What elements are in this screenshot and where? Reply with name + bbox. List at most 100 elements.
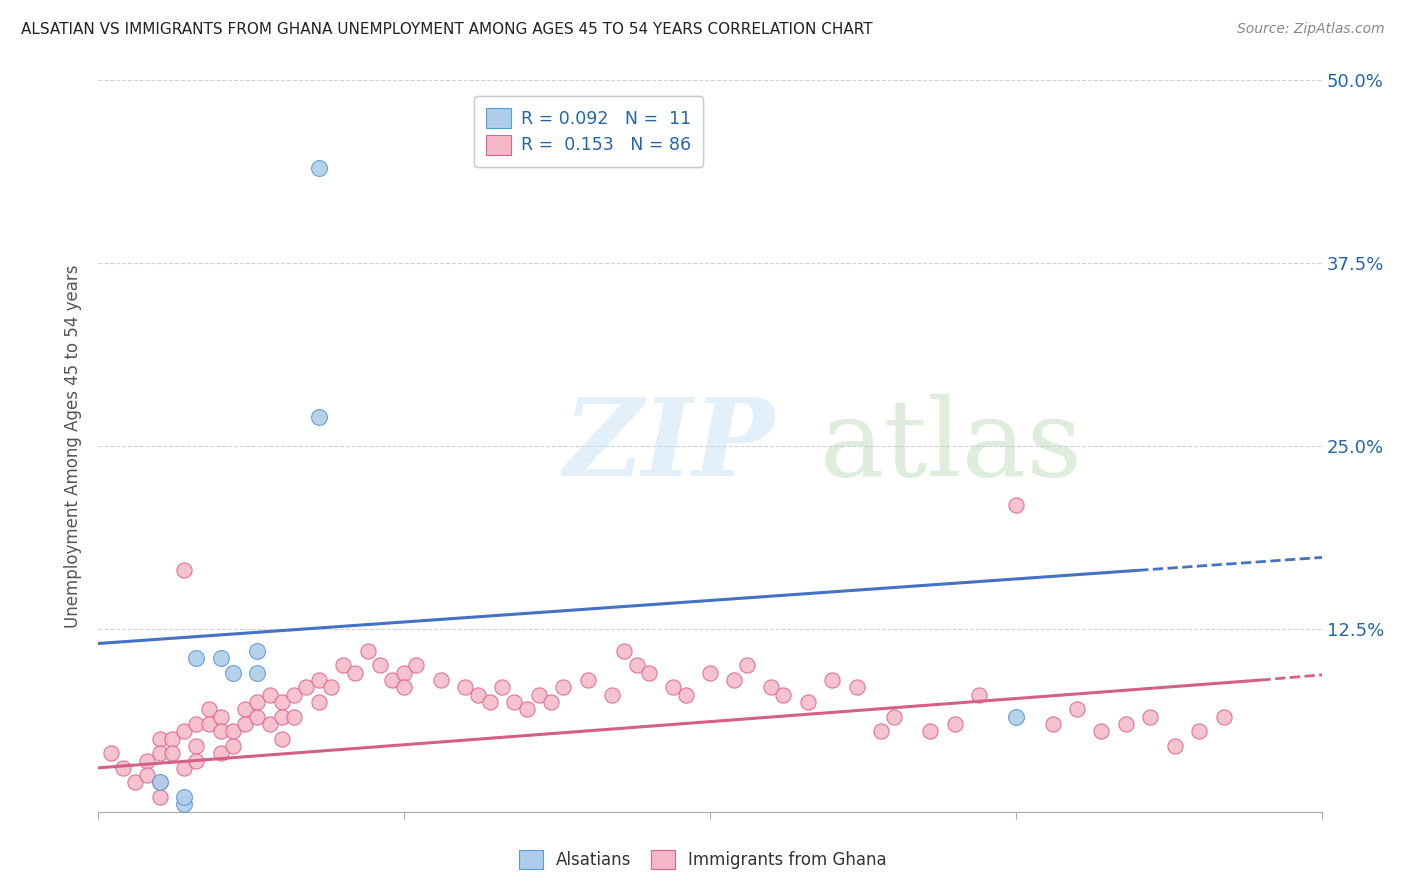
Point: [638, 665, 661, 680]
Point: [308, 673, 330, 687]
Point: [553, 681, 575, 695]
Point: [173, 563, 195, 577]
Point: [870, 724, 893, 739]
Point: [308, 695, 330, 709]
Point: [209, 746, 232, 760]
Text: ALSATIAN VS IMMIGRANTS FROM GHANA UNEMPLOYMENT AMONG AGES 45 TO 54 YEARS CORRELA: ALSATIAN VS IMMIGRANTS FROM GHANA UNEMPL…: [21, 22, 873, 37]
Point: [967, 688, 990, 702]
Point: [222, 739, 245, 753]
Point: [246, 709, 269, 723]
Point: [1090, 724, 1112, 739]
Point: [368, 658, 391, 673]
Point: [295, 681, 318, 695]
Point: [613, 644, 636, 658]
Point: [173, 761, 195, 775]
Point: [540, 695, 562, 709]
Text: atlas: atlas: [820, 393, 1083, 499]
Point: [149, 775, 172, 789]
Point: [111, 761, 134, 775]
Point: [772, 688, 794, 702]
Point: [1066, 702, 1088, 716]
Point: [270, 709, 294, 723]
Point: [576, 673, 599, 687]
Point: [478, 695, 501, 709]
Point: [233, 702, 256, 716]
Point: [332, 658, 354, 673]
Point: [723, 673, 745, 687]
Point: [149, 731, 172, 746]
Point: [821, 673, 844, 687]
Point: [1139, 709, 1161, 723]
Point: [761, 681, 783, 695]
Point: [186, 717, 208, 731]
Point: [454, 681, 477, 695]
Point: [149, 790, 172, 805]
Point: [136, 768, 159, 782]
Point: [209, 724, 232, 739]
Point: [503, 695, 526, 709]
Point: [527, 688, 550, 702]
Point: [516, 702, 538, 716]
Point: [626, 658, 648, 673]
Point: [100, 746, 122, 760]
Point: [1212, 709, 1234, 723]
Point: [259, 717, 281, 731]
Point: [246, 695, 269, 709]
Point: [392, 665, 416, 680]
Point: [491, 681, 513, 695]
Point: [197, 717, 219, 731]
Point: [405, 658, 427, 673]
Point: [675, 688, 697, 702]
Point: [356, 644, 378, 658]
Point: [246, 665, 269, 680]
Point: [233, 717, 256, 731]
Point: [149, 746, 172, 760]
Point: [1042, 717, 1064, 731]
Point: [259, 688, 281, 702]
Point: [1164, 739, 1187, 753]
Point: [1115, 717, 1137, 731]
Point: [845, 681, 868, 695]
Point: [430, 673, 453, 687]
Point: [186, 651, 208, 665]
Point: [797, 695, 820, 709]
Point: [270, 731, 294, 746]
Point: [283, 688, 305, 702]
Point: [173, 790, 195, 805]
Point: [209, 709, 232, 723]
Point: [392, 681, 416, 695]
Point: [186, 754, 208, 768]
Point: [160, 746, 183, 760]
Point: [381, 673, 404, 687]
Point: [662, 681, 685, 695]
Point: [124, 775, 146, 789]
Point: [1188, 724, 1211, 739]
Legend: Alsatians, Immigrants from Ghana: Alsatians, Immigrants from Ghana: [509, 840, 897, 880]
Point: [222, 724, 245, 739]
Point: [160, 731, 183, 746]
Point: [197, 702, 219, 716]
Point: [600, 688, 623, 702]
Point: [308, 161, 330, 175]
Point: [186, 739, 208, 753]
Point: [136, 754, 159, 768]
Point: [246, 644, 269, 658]
Point: [308, 409, 330, 424]
Point: [149, 775, 172, 789]
Point: [283, 709, 305, 723]
Point: [222, 665, 245, 680]
Point: [209, 651, 232, 665]
Legend: R = 0.092   N =  11, R =  0.153   N = 86: R = 0.092 N = 11, R = 0.153 N = 86: [474, 96, 703, 167]
Point: [173, 724, 195, 739]
Point: [735, 658, 758, 673]
Point: [173, 797, 195, 812]
Point: [344, 665, 367, 680]
Text: Source: ZipAtlas.com: Source: ZipAtlas.com: [1237, 22, 1385, 37]
Point: [1004, 498, 1026, 512]
Text: ZIP: ZIP: [564, 393, 775, 499]
Point: [319, 681, 342, 695]
Point: [883, 709, 905, 723]
Point: [920, 724, 942, 739]
Point: [467, 688, 489, 702]
Point: [699, 665, 721, 680]
